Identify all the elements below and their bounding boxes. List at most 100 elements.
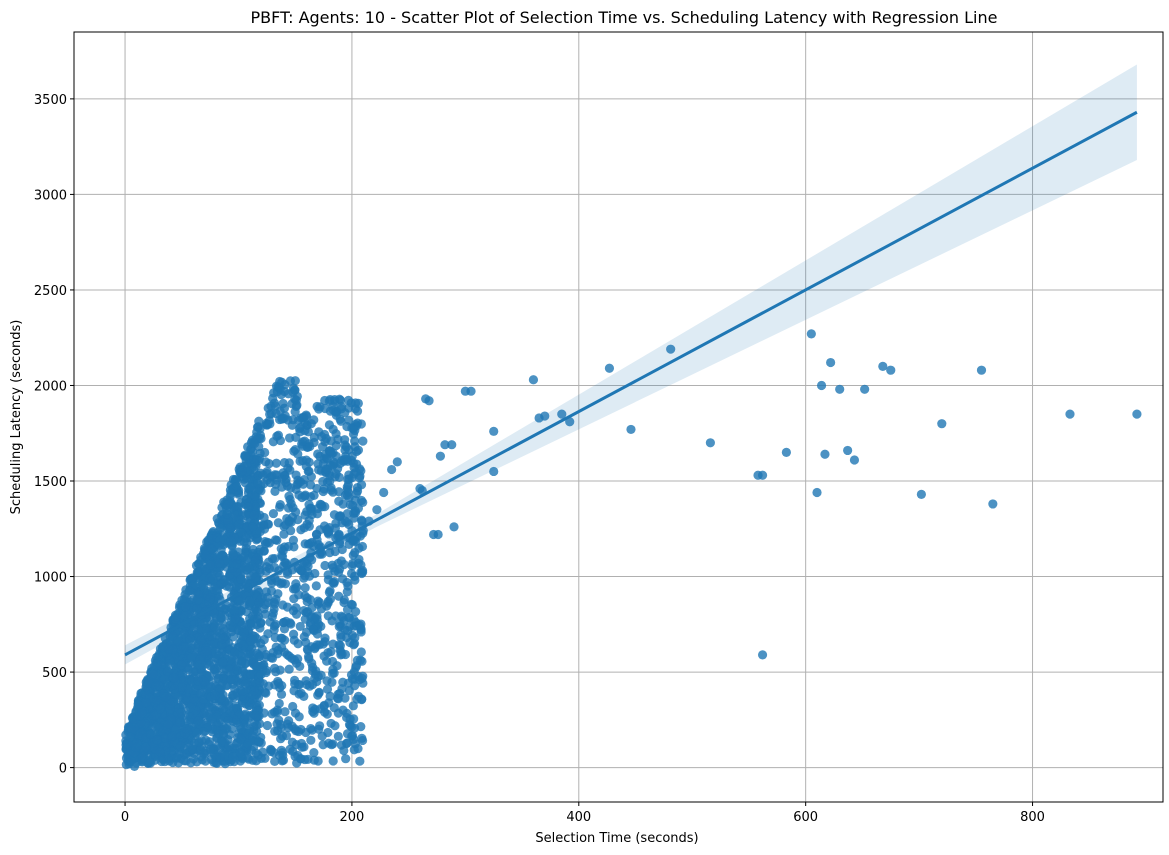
data-point [254, 652, 264, 662]
data-point [269, 599, 280, 609]
data-point [229, 605, 240, 616]
data-point [282, 602, 293, 612]
data-point [133, 700, 143, 710]
data-point [312, 629, 322, 639]
y-axis-title: Scheduling Latency (seconds) [9, 320, 24, 515]
data-point [626, 424, 636, 435]
data-point [1132, 409, 1142, 419]
data-point [565, 417, 575, 427]
data-point [272, 535, 282, 545]
data-point [240, 710, 250, 721]
data-point [557, 409, 567, 419]
data-point [604, 363, 615, 373]
y-tick-label: 1500 [34, 475, 67, 490]
data-point [329, 459, 339, 469]
data-point [218, 657, 228, 667]
data-point [225, 729, 235, 740]
data-point [333, 731, 343, 741]
data-point [228, 690, 238, 700]
data-point [352, 486, 363, 496]
data-point [255, 527, 265, 537]
data-point [146, 729, 156, 740]
data-point [319, 484, 329, 494]
data-point [313, 596, 323, 606]
data-point [307, 662, 318, 672]
data-point [250, 491, 260, 501]
x-axis-ticks: 0 200 400 600 800 [121, 802, 1045, 825]
data-point [185, 634, 195, 645]
data-point [279, 624, 290, 634]
data-point [354, 620, 364, 630]
data-point [325, 548, 335, 558]
data-point [294, 712, 304, 722]
data-point [345, 500, 355, 510]
data-point [214, 729, 224, 739]
data-point [306, 735, 316, 745]
data-point [240, 450, 250, 460]
data-point [248, 544, 258, 555]
data-point [313, 690, 323, 700]
data-point [239, 552, 249, 562]
data-point [229, 509, 239, 519]
data-point [287, 420, 297, 430]
data-point [285, 376, 296, 386]
data-point [251, 432, 261, 442]
data-point [937, 419, 947, 429]
data-point [286, 499, 296, 509]
data-point [323, 611, 333, 621]
data-point [358, 436, 368, 446]
data-point [141, 742, 151, 752]
data-point [349, 639, 360, 649]
data-point [280, 579, 291, 589]
data-point [820, 449, 830, 459]
data-point [351, 662, 361, 673]
data-point [301, 637, 311, 648]
data-point [353, 671, 363, 681]
data-point [248, 446, 258, 457]
data-point [350, 442, 360, 452]
data-point [878, 361, 888, 371]
y-tick-label: 1000 [34, 571, 67, 586]
data-point [322, 676, 332, 686]
data-point [277, 748, 288, 758]
data-point [260, 609, 270, 619]
data-point [152, 735, 162, 745]
data-point [284, 517, 294, 527]
data-point [288, 701, 298, 712]
data-point [165, 704, 175, 714]
data-point [309, 747, 319, 758]
data-point [213, 674, 223, 684]
data-point [295, 661, 305, 671]
data-point [274, 698, 284, 709]
data-point [285, 744, 295, 754]
data-point [248, 522, 258, 532]
data-point [277, 550, 287, 560]
data-point [334, 394, 345, 404]
data-point [327, 668, 338, 679]
data-point [295, 565, 306, 575]
data-point [300, 583, 310, 593]
data-point [337, 649, 347, 659]
data-point [245, 652, 255, 662]
data-point [218, 690, 228, 700]
data-point [339, 597, 349, 608]
data-point [310, 568, 320, 579]
data-point [179, 628, 189, 639]
data-point [301, 411, 312, 421]
data-point [125, 732, 135, 742]
data-point [215, 558, 225, 569]
data-point [159, 733, 170, 743]
data-point [148, 669, 158, 679]
data-point [260, 447, 270, 458]
data-point [279, 403, 289, 413]
data-point [306, 480, 316, 490]
data-point [295, 477, 306, 487]
data-point [167, 731, 177, 741]
y-tick-label: 3500 [34, 93, 67, 108]
data-point [175, 717, 185, 728]
data-point [256, 753, 266, 763]
data-point [289, 594, 299, 604]
data-point [314, 640, 324, 650]
data-point [235, 748, 245, 758]
